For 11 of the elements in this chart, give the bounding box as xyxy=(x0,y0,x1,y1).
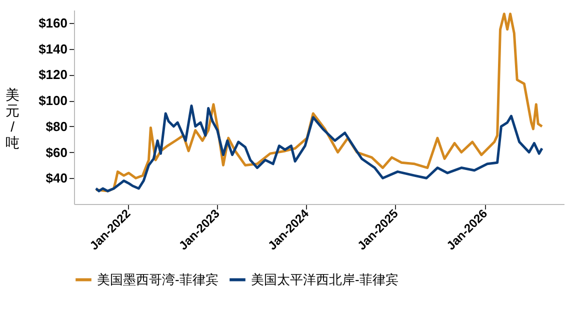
y-tick-label: $40 xyxy=(46,170,68,186)
line-series xyxy=(94,104,544,192)
y-tick-label: $100 xyxy=(38,93,68,108)
y-tick-label: $60 xyxy=(46,144,68,160)
y-axis-title: 美元/吨 xyxy=(6,86,20,150)
legend-label: 美国墨西哥湾-菲律宾 xyxy=(97,272,218,287)
y-tick-label: $140 xyxy=(38,41,68,56)
y-tick-label: $120 xyxy=(38,67,68,82)
legend-label: 美国太平洋西北岸-菲律宾 xyxy=(251,272,398,287)
y-tick-label: $160 xyxy=(38,15,68,30)
y-tick-label: $80 xyxy=(46,118,68,134)
